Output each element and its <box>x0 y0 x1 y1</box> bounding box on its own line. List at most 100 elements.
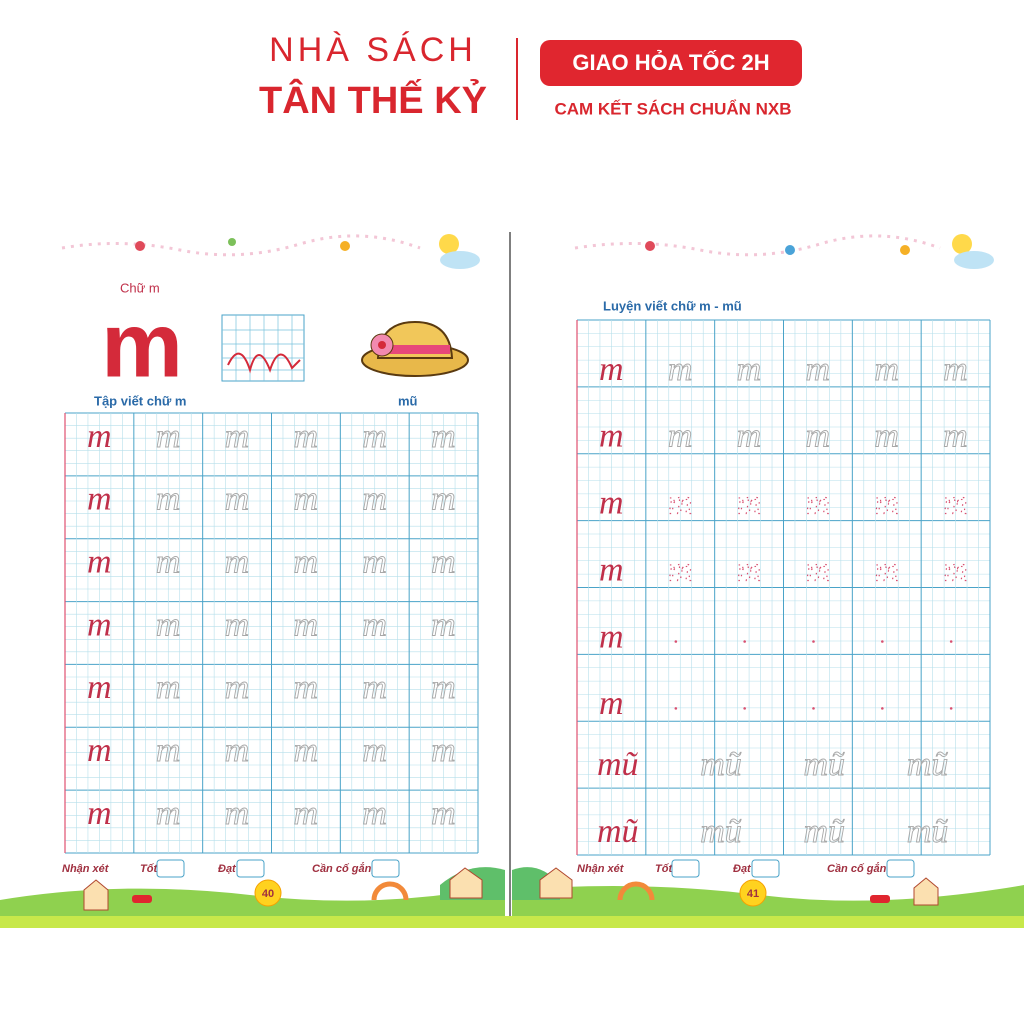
cursive-letter: mũ <box>597 746 639 783</box>
cursive-letter: m <box>87 732 112 769</box>
cursive-letter: m <box>599 485 624 522</box>
cursive-letter: m <box>87 418 112 455</box>
badge-text: GIAO HỎA TỐC 2H <box>572 49 769 75</box>
cursive-letter: m <box>599 551 624 588</box>
cursive-letter: m <box>225 669 250 706</box>
promise: CAM KẾT SÁCH CHUẨN NXB <box>554 99 791 118</box>
exercise-title: Tập viết chữ m <box>94 393 187 408</box>
cursive-letter: m <box>87 606 112 643</box>
cursive-letter: m <box>362 544 387 581</box>
cursive-letter: m <box>362 606 387 643</box>
cursive-letter: m <box>874 351 899 388</box>
footer-label: Nhận xét <box>577 863 625 875</box>
rating-box <box>156 859 185 878</box>
cursive-letter: m <box>294 732 319 769</box>
cursive-letter: m <box>668 418 693 455</box>
cursive-letter: m <box>87 795 112 832</box>
cursive-letter: mũ <box>907 746 949 783</box>
start-dot <box>743 640 746 643</box>
cursive-letter: m <box>225 795 250 832</box>
cursive-letter: m <box>225 732 250 769</box>
footer-label: Đạt <box>218 863 237 875</box>
cursive-letter: m <box>294 418 319 455</box>
cursive-letter: m <box>156 481 181 518</box>
footer-label: Đạt <box>733 863 752 875</box>
cursive-letter: m <box>431 606 456 643</box>
cursive-letter: m <box>431 669 456 706</box>
cursive-letter: m <box>362 669 387 706</box>
cursive-letter: m <box>362 418 387 455</box>
cursive-letter: m <box>294 795 319 832</box>
rating-box <box>751 859 780 878</box>
cursive-letter: m <box>943 351 968 388</box>
cursive-letter: m <box>668 485 693 522</box>
footer-label: Tốt <box>140 863 158 875</box>
cursive-letter: mũ <box>700 813 742 850</box>
cursive-letter: m <box>294 606 319 643</box>
page-number: 40 <box>262 888 274 900</box>
cursive-letter: m <box>156 544 181 581</box>
bottom-decoration <box>0 867 1024 928</box>
cursive-letter: m <box>874 551 899 588</box>
cursive-letter: m <box>87 481 112 518</box>
cursive-letter: mũ <box>700 746 742 783</box>
cursive-letter: m <box>737 418 762 455</box>
cursive-letter: m <box>294 669 319 706</box>
start-dot <box>949 640 953 643</box>
cursive-letter: m <box>156 795 181 832</box>
footer-label: Cần cố gắng <box>827 862 893 875</box>
cursive-letter: m <box>737 351 762 388</box>
cursive-letter: m <box>294 481 319 518</box>
cursive-letter: m <box>943 551 968 588</box>
footer-label: Nhận xét <box>62 863 110 875</box>
start-dot <box>812 640 815 643</box>
cursive-letter: m <box>874 418 899 455</box>
word-label: mũ <box>398 393 418 408</box>
start-dot <box>812 707 815 710</box>
start-dot <box>881 640 884 643</box>
cursive-letter: m <box>599 418 624 455</box>
cursive-letter: m <box>225 418 250 455</box>
cursive-letter: m <box>431 418 456 455</box>
cursive-letter: m <box>599 351 624 388</box>
footer-label: Cần cố gắng <box>312 862 378 875</box>
cursive-letter: m <box>156 669 181 706</box>
start-dot <box>674 707 678 710</box>
page-number-badge <box>739 879 767 907</box>
cursive-letter: m <box>87 669 112 706</box>
brand-bottom: TÂN THẾ KỶ <box>259 78 487 122</box>
cursive-letter: mũ <box>804 813 846 850</box>
cursive-letter: m <box>668 551 693 588</box>
start-dot <box>949 707 953 710</box>
cursive-letter: m <box>806 351 831 388</box>
cursive-letter: m <box>599 685 624 722</box>
cursive-letter: mũ <box>804 746 846 783</box>
cursive-letter: m <box>87 544 112 581</box>
cursive-letter: m <box>156 606 181 643</box>
cursive-letter: m <box>362 481 387 518</box>
start-dot <box>881 707 884 710</box>
cursive-letter: m <box>362 732 387 769</box>
cursive-letter: m <box>225 606 250 643</box>
cursive-letter: m <box>362 795 387 832</box>
footers: Nhận xét Tốt Đạt Cần cố gắng 40 Nhận xét Tốt Đạ… <box>62 859 915 907</box>
writing-grid: m m m m m mm m m m m mm m m m m mm m m m m mm m m m m mm m m m m mm m m m… <box>64 412 479 854</box>
rating-box <box>886 859 915 878</box>
cursive-letter: m <box>668 351 693 388</box>
page-number: 41 <box>747 888 759 900</box>
cursive-letter: m <box>431 544 456 581</box>
cursive-letter: m <box>599 618 624 655</box>
cursive-letter: m <box>943 485 968 522</box>
cursive-letter: m <box>225 544 250 581</box>
badge-box <box>540 40 802 86</box>
cursive-letter: m <box>806 418 831 455</box>
rating-box <box>236 859 265 878</box>
cursive-letter: m <box>225 481 250 518</box>
footer-label: Tốt <box>655 863 673 875</box>
cursive-letter: m <box>806 485 831 522</box>
cursive-letter: mũ <box>907 813 949 850</box>
cursive-letter: m <box>737 485 762 522</box>
page-number-badge <box>254 879 282 907</box>
